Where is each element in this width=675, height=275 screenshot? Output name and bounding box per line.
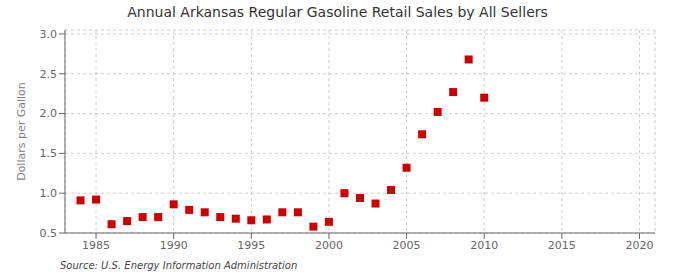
- svg-text:2.5: 2.5: [40, 68, 58, 81]
- svg-text:1995: 1995: [237, 239, 265, 252]
- svg-text:1985: 1985: [82, 239, 110, 252]
- svg-text:2.0: 2.0: [40, 107, 58, 120]
- svg-text:2000: 2000: [315, 239, 343, 252]
- html-text:Annual Arkansas Regular Gasoli: Annual Arkansas Regular Gasoline Retail …: [127, 4, 548, 20]
- svg-text:2010: 2010: [470, 239, 498, 252]
- svg-text:1990: 1990: [160, 239, 188, 252]
- svg-text:2020: 2020: [625, 239, 653, 252]
- html-text:Source: U.S. Energy Informatio: Source: U.S. Energy Information Administ…: [60, 260, 298, 271]
- svg-text:0.5: 0.5: [40, 227, 58, 240]
- svg-text:1.5: 1.5: [40, 147, 58, 160]
- svg-text:Dollars per Gallon: Dollars per Gallon: [15, 82, 28, 181]
- svg-text:2015: 2015: [548, 239, 576, 252]
- svg-text:2005: 2005: [393, 239, 421, 252]
- svg-text:3.0: 3.0: [40, 28, 58, 41]
- svg-text:1.0: 1.0: [40, 187, 58, 200]
